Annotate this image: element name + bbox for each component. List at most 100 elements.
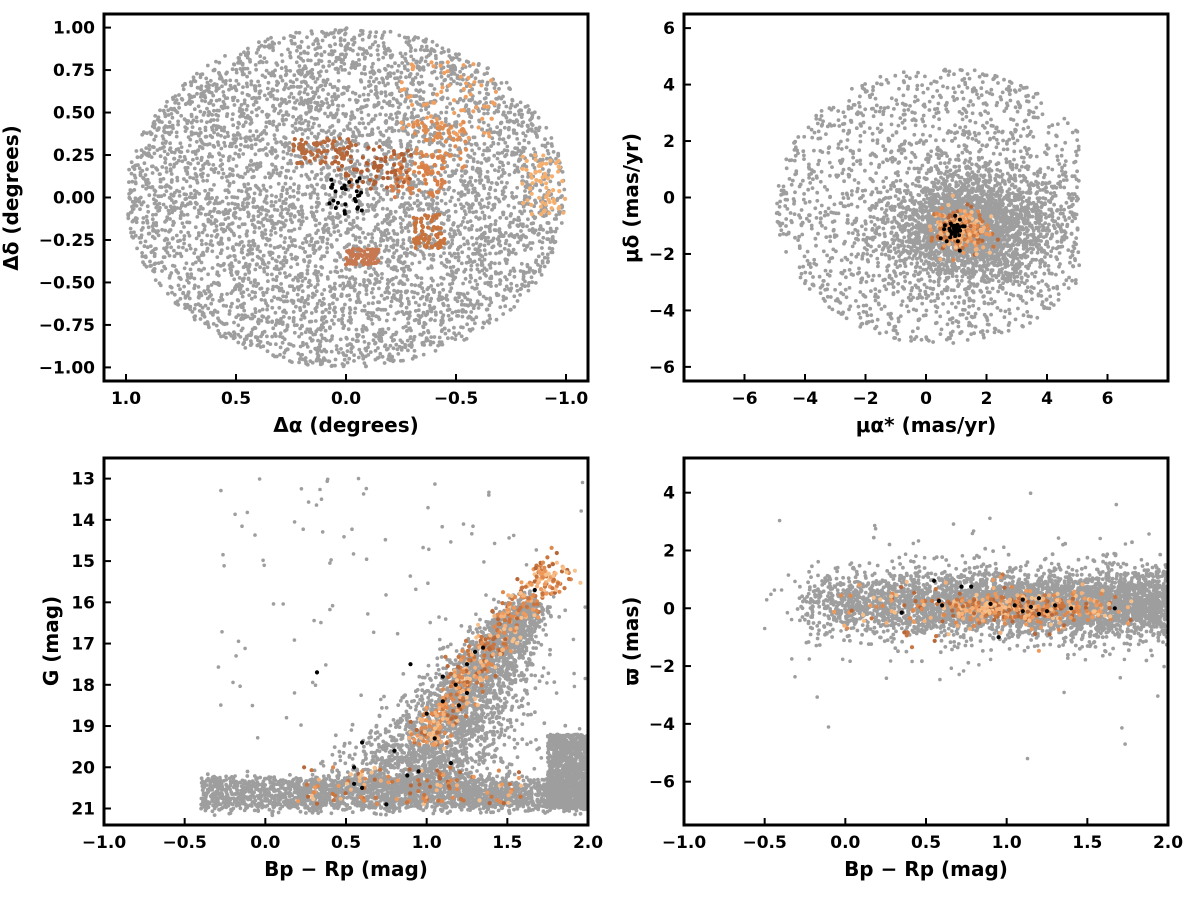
field-star — [155, 168, 160, 172]
field-star — [198, 317, 203, 321]
field-star — [220, 167, 225, 172]
field-star — [499, 121, 503, 125]
field-star — [323, 328, 328, 333]
field-star — [252, 278, 257, 283]
field-star — [445, 164, 450, 169]
field-star — [428, 132, 433, 137]
field-star — [300, 289, 305, 294]
field-star — [183, 102, 188, 107]
field-star — [332, 168, 337, 173]
field-star — [539, 273, 544, 277]
field-star — [531, 221, 536, 226]
field-star — [404, 36, 409, 40]
field-star — [455, 247, 460, 252]
field-star — [453, 337, 458, 342]
field-star — [540, 252, 545, 256]
field-star — [469, 276, 473, 280]
field-star — [291, 189, 296, 193]
field-star — [248, 57, 252, 62]
field-star — [394, 342, 399, 347]
field-star — [351, 225, 356, 230]
field-star — [266, 279, 270, 284]
field-star — [212, 183, 216, 187]
field-star — [441, 318, 445, 323]
field-star — [484, 101, 489, 105]
field-star — [205, 233, 210, 238]
field-star — [483, 157, 487, 161]
field-star — [429, 276, 434, 281]
field-star — [450, 173, 455, 178]
field-star — [475, 301, 479, 306]
field-star — [214, 82, 219, 87]
field-star — [431, 237, 436, 242]
field-star — [546, 169, 551, 174]
field-star — [349, 114, 353, 118]
field-star — [287, 342, 291, 346]
field-star — [504, 152, 509, 157]
field-star — [352, 115, 357, 120]
field-star — [396, 63, 401, 68]
field-star — [242, 184, 247, 189]
field-star — [244, 107, 249, 112]
field-star — [506, 161, 511, 166]
field-star — [467, 246, 471, 251]
field-star — [283, 65, 288, 70]
field-star — [299, 39, 304, 44]
field-star — [540, 246, 544, 250]
field-star — [503, 140, 508, 145]
field-star — [250, 110, 254, 115]
field-star — [245, 51, 250, 56]
field-star — [443, 170, 448, 174]
field-star — [341, 326, 346, 330]
field-star — [227, 312, 232, 316]
field-star — [141, 216, 146, 220]
field-star — [260, 137, 265, 142]
field-star — [519, 261, 524, 266]
field-star — [211, 68, 216, 73]
field-star — [297, 120, 302, 125]
field-star — [352, 353, 356, 357]
field-star — [297, 226, 302, 231]
field-star — [314, 173, 318, 178]
field-star — [510, 191, 514, 195]
field-star — [333, 59, 338, 64]
field-star — [241, 85, 245, 89]
field-star — [428, 342, 433, 347]
field-star — [284, 207, 288, 211]
field-star — [322, 254, 327, 259]
field-star — [336, 118, 341, 123]
field-star — [251, 102, 256, 107]
field-star — [474, 194, 478, 199]
field-star — [470, 260, 475, 264]
field-star — [422, 302, 427, 307]
field-star — [545, 252, 550, 257]
field-star — [340, 274, 345, 279]
field-star — [211, 168, 216, 173]
field-star — [149, 263, 153, 268]
field-star — [222, 268, 227, 272]
field-star — [497, 137, 502, 141]
field-star — [198, 95, 203, 99]
field-star — [337, 274, 342, 279]
field-star — [174, 98, 179, 102]
field-star — [176, 119, 181, 124]
field-star — [369, 317, 374, 322]
field-star — [447, 328, 451, 333]
field-star — [263, 39, 268, 44]
field-star — [384, 113, 388, 117]
field-star — [404, 324, 408, 329]
field-star — [258, 345, 263, 349]
field-star — [366, 301, 371, 306]
field-star — [474, 198, 479, 203]
field-star — [316, 349, 320, 354]
field-star — [396, 105, 401, 110]
field-star — [318, 107, 323, 111]
field-star — [298, 51, 303, 56]
field-star — [348, 297, 352, 302]
field-star — [417, 82, 422, 86]
field-star — [216, 140, 220, 145]
field-star — [494, 317, 499, 322]
field-star — [229, 304, 233, 309]
field-star — [358, 351, 363, 355]
field-star — [444, 293, 449, 298]
